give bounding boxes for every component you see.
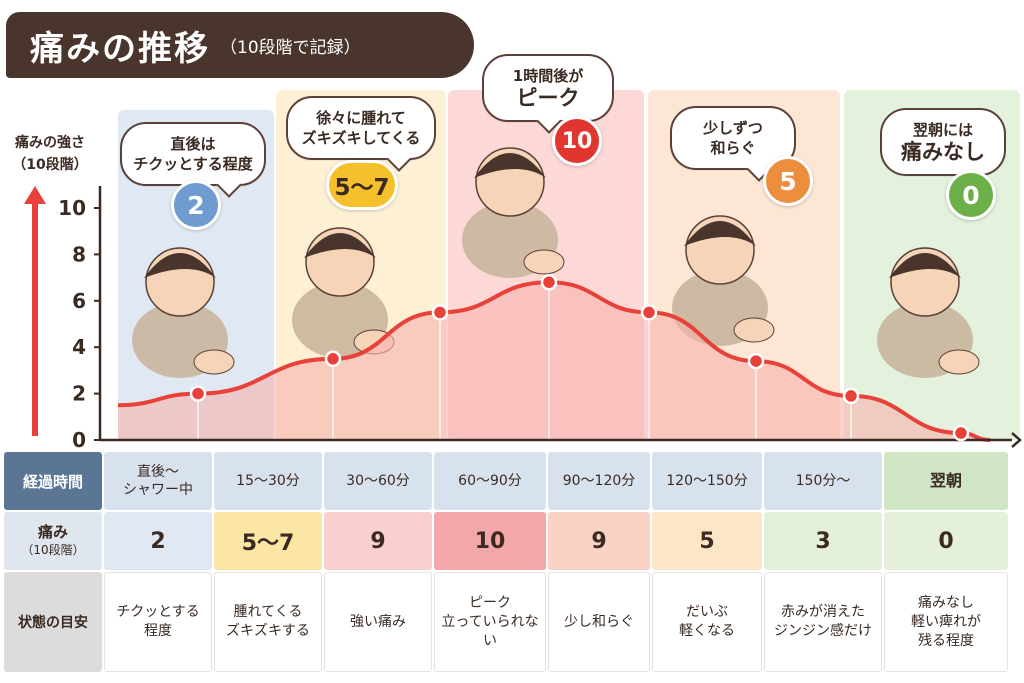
state-cell: だいぶ 軽くなる: [652, 572, 762, 672]
bubble-immediate: 直後は チクッとする程度: [120, 122, 266, 186]
time-cell: 15〜30分: [214, 452, 322, 510]
pain-chart: 0 2 4 6 8 10: [24, 90, 1022, 452]
state-cell: 強い痛み: [324, 572, 432, 672]
bubble-text-line1: 徐々に腫れて: [316, 109, 406, 127]
header-time: 経過時間: [4, 452, 102, 510]
header-pain-label: 痛み: [37, 523, 68, 541]
header-pain: 痛み （10段階）: [4, 512, 102, 570]
bubble-text-line1: 1時間後が: [512, 67, 584, 85]
pain-badge-10: 10: [552, 116, 602, 166]
y-tick-label: 10: [58, 196, 86, 220]
y-axis-label-line1: 痛みの強さ: [15, 135, 85, 151]
data-point: [747, 352, 765, 370]
pain-cell: 0: [884, 512, 1008, 570]
y-tick-label: 6: [72, 289, 86, 313]
y-tick-label: 8: [72, 242, 86, 266]
pain-cell: 9: [324, 512, 432, 570]
pain-cell: 3: [764, 512, 882, 570]
child-figure-icon: [672, 215, 775, 346]
bubble-swelling: 徐々に腫れて ズキズキしてくる: [286, 96, 436, 160]
data-point: [952, 424, 970, 442]
data-point: [540, 273, 558, 291]
data-point: [640, 304, 658, 321]
bubble-text-line2: ピーク: [516, 86, 580, 110]
y-tick-label: 2: [72, 382, 86, 406]
bubble-text-line2: ズキズキしてくる: [301, 129, 421, 147]
bubble-text-line1: 直後は: [170, 135, 216, 153]
y-tick-label: 0: [72, 428, 86, 452]
title-bar: 痛みの推移 （10段階で記録）: [6, 12, 474, 78]
time-cell: 90〜120分: [548, 452, 650, 510]
pain-cell: 5: [652, 512, 762, 570]
bubble-peak: 1時間後が ピーク: [482, 54, 614, 122]
bubble-next-morning: 翌朝には 痛みなし: [880, 108, 1006, 176]
child-figure-icon: [292, 227, 395, 358]
child-figure-icon: [132, 247, 235, 378]
child-figure-icon: [877, 247, 980, 378]
y-tick-label: 4: [72, 335, 86, 359]
pain-badge-5-7: 5〜7: [326, 160, 398, 210]
time-cell: 150分〜: [764, 452, 882, 510]
table-row-pain: 痛み （10段階） 2 5〜7 9 10 9 5 3 0: [4, 512, 1016, 570]
pain-area: [118, 282, 990, 440]
time-cell: 直後〜 シャワー中: [104, 452, 212, 510]
bubble-text-line2: 痛みなし: [901, 140, 985, 164]
pain-badge-0: 0: [946, 170, 996, 220]
state-cell: 赤みが消えた ジンジン感だけ: [764, 572, 882, 672]
data-point: [842, 387, 860, 405]
header-state: 状態の目安: [4, 572, 102, 672]
pain-curve: [117, 280, 991, 442]
data-point: [324, 350, 342, 368]
bubble-text-line1: 翌朝には: [912, 121, 973, 139]
bubble-text-line1: 少しずつ: [703, 119, 763, 137]
state-cell: 痛みなし 軽い痺れが 残る程度: [884, 572, 1008, 672]
table-row-time: 経過時間 直後〜 シャワー中 15〜30分 30〜60分 60〜90分 90〜120分 1…: [4, 452, 1016, 510]
time-cell: 30〜60分: [324, 452, 432, 510]
page-subtitle: （10段階で記録）: [220, 37, 361, 58]
y-axis-label-line2: （10段階）: [12, 157, 88, 173]
child-figure-icon: [462, 147, 565, 278]
y-arrow-shaft: [32, 200, 38, 436]
pain-cell: 10: [434, 512, 546, 570]
time-cell: 120〜150分: [652, 452, 762, 510]
table-row-state: 状態の目安 チクッとする 程度 腫れてくる ズキズキする 強い痛み ピーク 立っていら…: [4, 572, 1016, 672]
pain-cell: 2: [104, 512, 212, 570]
pain-badge-5: 5: [763, 156, 813, 206]
pain-cell: 9: [548, 512, 650, 570]
state-cell: チクッとする 程度: [104, 572, 212, 672]
bubble-text-line2: 和らぐ: [710, 139, 756, 157]
state-cell: 腫れてくる ズキズキする: [214, 572, 322, 672]
state-cell: 少し和らぐ: [548, 572, 650, 672]
data-point: [189, 385, 207, 402]
state-cell: ピーク 立っていられない: [434, 572, 546, 672]
pain-cell: 5〜7: [214, 512, 322, 570]
data-point: [431, 304, 449, 321]
time-cell: 60〜90分: [434, 452, 546, 510]
time-cell: 翌朝: [884, 452, 1008, 510]
y-arrow-up-icon: [24, 186, 46, 204]
y-axis-label: 痛みの強さ （10段階）: [8, 132, 92, 176]
pain-badge-2: 2: [171, 180, 221, 230]
x-axis-arrow-icon: [1011, 432, 1022, 448]
header-pain-sub: （10段階）: [21, 543, 85, 557]
bubble-text-line2: チクッとする程度: [133, 155, 253, 173]
page-title: 痛みの推移: [30, 28, 210, 69]
